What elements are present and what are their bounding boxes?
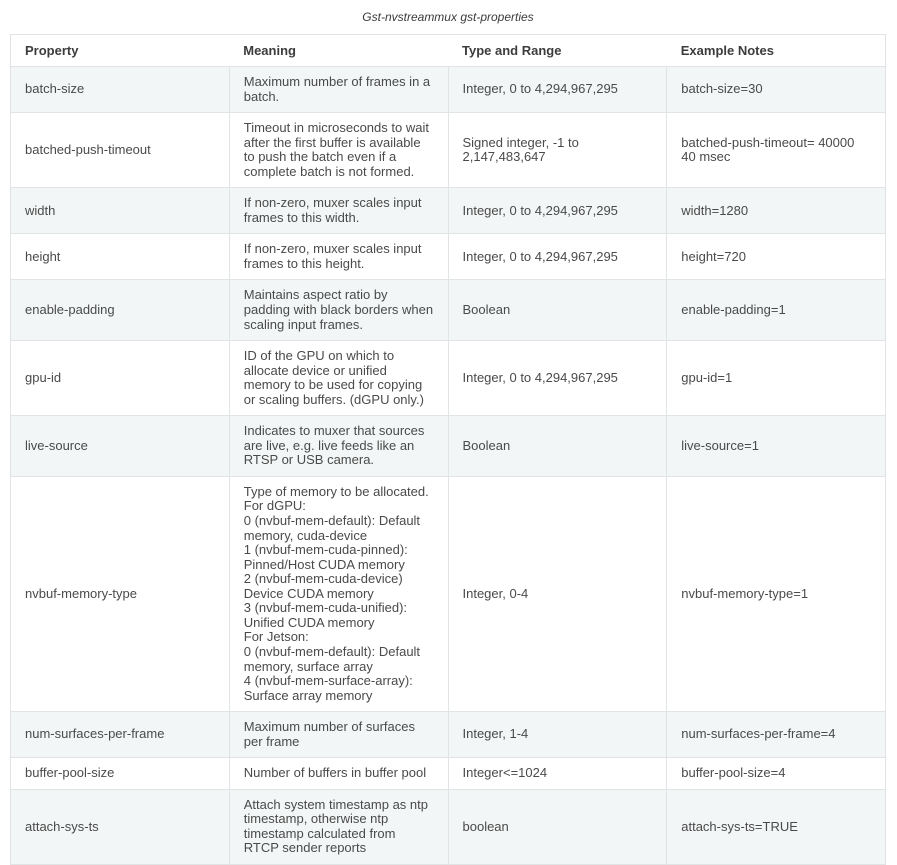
table-body: batch-size Maximum number of frames in a … xyxy=(10,65,886,865)
example-notes-cell: attach-sys-ts=TRUE xyxy=(666,788,886,865)
property-cell: attach-sys-ts xyxy=(10,788,230,865)
table-row: enable-padding Maintains aspect ratio by … xyxy=(10,279,886,342)
table-row: gpu-id ID of the GPU on which to allocate… xyxy=(10,340,886,417)
type-and-range-cell: Integer<=1024 xyxy=(447,757,668,790)
meaning-cell: Timeout in microseconds to wait after th… xyxy=(228,112,449,189)
type-and-range-cell: Boolean xyxy=(447,415,668,477)
example-notes-cell: gpu-id=1 xyxy=(666,340,886,417)
property-cell: batch-size xyxy=(10,65,230,114)
table-row: buffer-pool-size Number of buffers in buf… xyxy=(10,757,886,790)
meaning-cell: If non-zero, muxer scales input frames t… xyxy=(228,187,449,235)
type-and-range-cell: Boolean xyxy=(447,279,668,342)
table-row: height If non-zero, muxer scales input fr… xyxy=(10,233,886,281)
property-cell: num-surfaces-per-frame xyxy=(10,711,230,759)
meaning-cell: Type of memory to be allocated. For dGPU… xyxy=(228,475,449,713)
column-header-example-notes: Example Notes xyxy=(666,34,886,67)
example-notes-cell: height=720 xyxy=(666,233,886,281)
table-caption: Gst-nvstreammux gst-properties xyxy=(362,10,534,24)
column-header-type-and-range: Type and Range xyxy=(448,34,667,67)
type-and-range-cell: Integer, 0 to 4,294,967,295 xyxy=(447,65,668,114)
meaning-cell: Maximum number of surfaces per frame xyxy=(228,711,449,759)
table-row: attach-sys-ts Attach system timestamp as … xyxy=(10,788,886,865)
property-cell: gpu-id xyxy=(10,340,230,417)
table-row: num-surfaces-per-frame Maximum number of … xyxy=(10,711,886,759)
gst-properties-table: Property Meaning Type and Range Example … xyxy=(10,34,886,865)
meaning-cell: Maximum number of frames in a batch. xyxy=(228,65,449,114)
type-and-range-cell: Integer, 1-4 xyxy=(447,711,668,759)
table-row: batch-size Maximum number of frames in a … xyxy=(10,65,886,114)
meaning-cell: Number of buffers in buffer pool xyxy=(228,757,449,790)
example-notes-cell: width=1280 xyxy=(666,187,886,235)
property-cell: buffer-pool-size xyxy=(10,757,230,790)
example-notes-cell: buffer-pool-size=4 xyxy=(666,757,886,790)
example-notes-cell: live-source=1 xyxy=(666,415,886,477)
property-cell: nvbuf-memory-type xyxy=(10,475,230,713)
type-and-range-cell: Signed integer, -1 to 2,147,483,647 xyxy=(447,112,668,189)
example-notes-cell: batch-size=30 xyxy=(666,65,886,114)
property-cell: height xyxy=(10,233,230,281)
meaning-cell: If non-zero, muxer scales input frames t… xyxy=(228,233,449,281)
table-row: batched-push-timeout Timeout in microseco… xyxy=(10,112,886,189)
table-row: width If non-zero, muxer scales input fra… xyxy=(10,187,886,235)
column-header-meaning: Meaning xyxy=(229,34,448,67)
meaning-cell: Attach system timestamp as ntp timestamp… xyxy=(228,788,449,865)
property-cell: enable-padding xyxy=(10,279,230,342)
property-cell: live-source xyxy=(10,415,230,477)
type-and-range-cell: boolean xyxy=(447,788,668,865)
header-row: Property Meaning Type and Range Example … xyxy=(10,34,886,67)
type-and-range-cell: Integer, 0 to 4,294,967,295 xyxy=(447,340,668,417)
table-row: nvbuf-memory-type Type of memory to be al… xyxy=(10,475,886,713)
meaning-cell: Maintains aspect ratio by padding with b… xyxy=(228,279,449,342)
table-header: Property Meaning Type and Range Example … xyxy=(10,34,886,67)
type-and-range-cell: Integer, 0-4 xyxy=(447,475,668,713)
type-and-range-cell: Integer, 0 to 4,294,967,295 xyxy=(447,233,668,281)
type-and-range-cell: Integer, 0 to 4,294,967,295 xyxy=(447,187,668,235)
column-header-property: Property xyxy=(10,34,230,67)
example-notes-cell: num-surfaces-per-frame=4 xyxy=(666,711,886,759)
example-notes-cell: nvbuf-memory-type=1 xyxy=(666,475,886,713)
meaning-cell: ID of the GPU on which to allocate devic… xyxy=(228,340,449,417)
meaning-cell: Indicates to muxer that sources are live… xyxy=(228,415,449,477)
example-notes-cell: batched-push-timeout= 40000 40 msec xyxy=(666,112,886,189)
example-notes-cell: enable-padding=1 xyxy=(666,279,886,342)
table-row: live-source Indicates to muxer that sourc… xyxy=(10,415,886,477)
property-cell: width xyxy=(10,187,230,235)
docs-page: Gst-nvstreammux gst-properties Property … xyxy=(10,10,886,865)
property-cell: batched-push-timeout xyxy=(10,112,230,189)
